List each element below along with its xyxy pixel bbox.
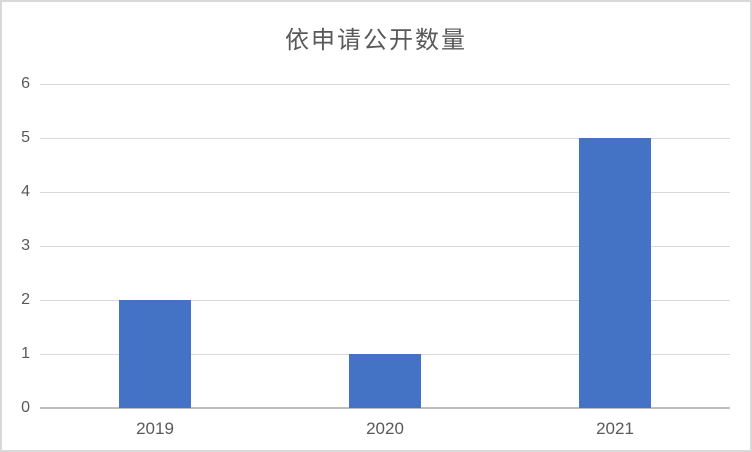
gridline bbox=[40, 138, 730, 139]
y-tick-label: 1 bbox=[21, 345, 30, 362]
x-axis-line bbox=[40, 407, 730, 409]
y-tick-label: 6 bbox=[21, 75, 30, 92]
y-tick-label: 0 bbox=[21, 399, 30, 416]
gridline bbox=[40, 246, 730, 247]
y-tick-label: 4 bbox=[21, 183, 30, 200]
bar-2021 bbox=[579, 138, 651, 408]
chart-title: 依申请公开数量 bbox=[285, 27, 467, 54]
bar-2020 bbox=[349, 354, 421, 408]
x-tick-label: 2020 bbox=[366, 419, 404, 438]
x-tick-label: 2021 bbox=[596, 419, 634, 438]
gridline bbox=[40, 84, 730, 85]
y-tick-label: 5 bbox=[21, 129, 30, 146]
gridline bbox=[40, 192, 730, 193]
y-tick-label: 3 bbox=[21, 237, 30, 254]
y-tick-label: 2 bbox=[21, 291, 30, 308]
gridline bbox=[40, 300, 730, 301]
bar-2019 bbox=[119, 300, 191, 408]
x-tick-label: 2019 bbox=[136, 419, 174, 438]
